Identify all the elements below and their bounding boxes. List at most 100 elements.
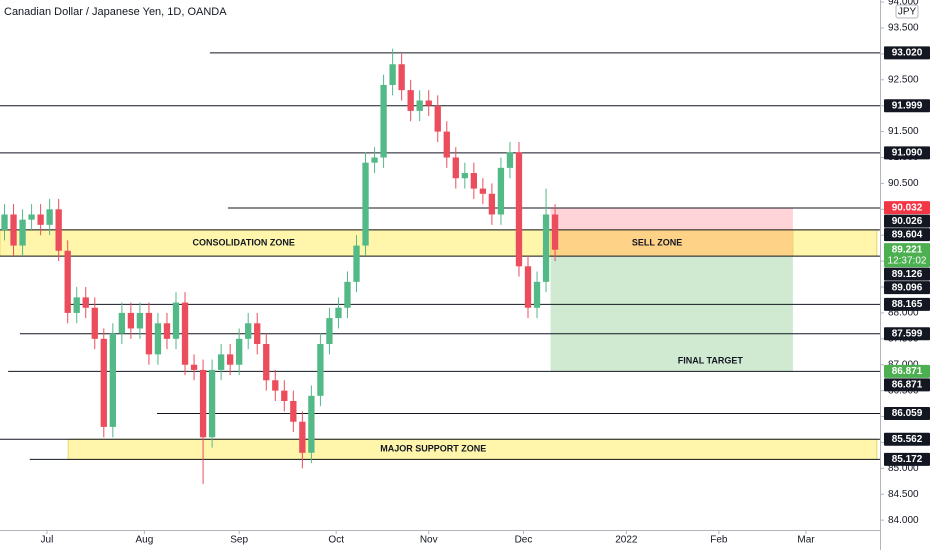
zone-label: SELL ZONE xyxy=(632,237,682,247)
candle-body xyxy=(73,297,80,313)
price-badge xyxy=(884,432,930,446)
price-badge-label: 89.126 xyxy=(892,269,923,280)
candle-body xyxy=(389,64,396,85)
price-badge xyxy=(884,327,930,341)
candle-body xyxy=(199,369,207,438)
price-badge-label: 86.871 xyxy=(892,380,923,391)
price-badge-label: 89.221 xyxy=(892,244,923,255)
price-badge-label: 86.871 xyxy=(892,366,923,377)
candle-body xyxy=(236,338,243,365)
y-tick-label: 85.000 xyxy=(888,463,919,474)
price-badge xyxy=(884,46,930,60)
candle-body xyxy=(371,157,378,163)
candle-body xyxy=(136,312,144,329)
x-tick-label: Sep xyxy=(230,535,248,546)
candle-body xyxy=(470,173,478,189)
candle-body xyxy=(290,400,297,422)
y-tick-label: 91.500 xyxy=(888,126,919,137)
candle-body xyxy=(163,323,171,339)
countdown: 12:37:02 xyxy=(888,255,927,266)
candle-body xyxy=(299,421,306,453)
candle-body xyxy=(46,209,53,225)
candle-body xyxy=(145,312,153,355)
price-badge-label: 85.562 xyxy=(892,434,923,445)
x-tick-label: Aug xyxy=(136,535,154,546)
y-tick-label: 90.500 xyxy=(888,178,919,189)
price-badge xyxy=(884,297,930,311)
candle-body xyxy=(542,214,550,282)
currency-box xyxy=(895,4,919,19)
candle-body xyxy=(181,302,189,365)
candle-body xyxy=(551,214,559,250)
candle-body xyxy=(533,281,541,308)
candle-body xyxy=(100,338,107,427)
price-badge xyxy=(884,228,930,242)
candle-body xyxy=(64,250,71,313)
price-badge xyxy=(884,243,930,268)
candle-body xyxy=(317,344,324,396)
candle-body xyxy=(226,354,234,365)
candle-body xyxy=(217,354,225,370)
x-tick-label: 2022 xyxy=(615,535,638,546)
y-tick-label: 92.500 xyxy=(888,74,919,85)
price-badge-label: 89.096 xyxy=(892,282,923,293)
price-badge xyxy=(884,99,930,113)
candle-body xyxy=(479,188,487,194)
y-tick-label: 88.000 xyxy=(888,308,919,319)
candle-body xyxy=(91,307,98,339)
candle-body xyxy=(109,333,116,427)
candle-body xyxy=(254,323,261,345)
price-badge-label: 91.090 xyxy=(892,147,923,158)
x-tick-label: Dec xyxy=(515,535,533,546)
x-tick-label: Nov xyxy=(420,535,438,546)
y-tick-label: 93.500 xyxy=(888,23,919,34)
price-badge-label: 91.999 xyxy=(892,100,923,111)
price-badge xyxy=(884,146,930,160)
y-tick-label: 84.000 xyxy=(888,515,919,526)
price-badges: 93.020 91.999 91.090 90.032 90.026 89.604 89.2… xyxy=(884,46,930,466)
candle-body xyxy=(452,157,459,179)
price-badge-label: 85.172 xyxy=(892,454,923,465)
candle-body xyxy=(335,307,342,319)
x-tick-label: Oct xyxy=(328,535,344,546)
candle-body xyxy=(407,90,414,111)
candle-body xyxy=(308,395,315,453)
candle-body xyxy=(154,323,162,355)
x-tick-label: Feb xyxy=(710,535,728,546)
currency: JPY xyxy=(898,7,917,18)
candle-body xyxy=(172,302,180,339)
candle-body xyxy=(380,84,387,158)
candle-body xyxy=(425,100,432,106)
price-badge-label: 93.020 xyxy=(892,47,923,58)
price-badge-label: 87.599 xyxy=(892,328,923,339)
candle-body xyxy=(190,364,198,370)
y-tick-label: 94.000 xyxy=(888,0,919,8)
candle-body xyxy=(10,214,17,246)
zone xyxy=(550,256,793,372)
candle-body xyxy=(524,266,532,308)
y-tick-label: 84.500 xyxy=(888,489,919,500)
candle-body xyxy=(353,245,360,282)
candle-body xyxy=(82,297,89,308)
candle-body xyxy=(344,281,351,308)
candle-body xyxy=(272,380,279,391)
y-tick-label: 87.000 xyxy=(888,359,919,370)
price-badge xyxy=(884,452,930,466)
candle-body xyxy=(127,312,135,329)
price-badge xyxy=(884,214,930,228)
zones: CONSOLIDATION ZONE MAJOR SUPPORT ZONE SELL… xyxy=(0,207,878,460)
price-badge xyxy=(884,281,930,295)
candle-body xyxy=(443,131,450,158)
x-tick-label: Mar xyxy=(797,535,815,546)
candle-body xyxy=(506,152,514,168)
candle-body xyxy=(245,323,252,339)
zone-label: MAJOR SUPPORT ZONE xyxy=(380,444,486,454)
price-badge-label: 90.026 xyxy=(892,216,923,227)
chart-title: Canadian Dollar / Japanese Yen, 1D, OAND… xyxy=(4,6,227,18)
candle-body xyxy=(1,214,8,231)
candle-body xyxy=(37,214,44,225)
price-badge xyxy=(884,406,930,420)
candle-body xyxy=(55,209,62,251)
candle-body xyxy=(281,390,288,401)
x-tick-label: Jul xyxy=(41,535,54,546)
